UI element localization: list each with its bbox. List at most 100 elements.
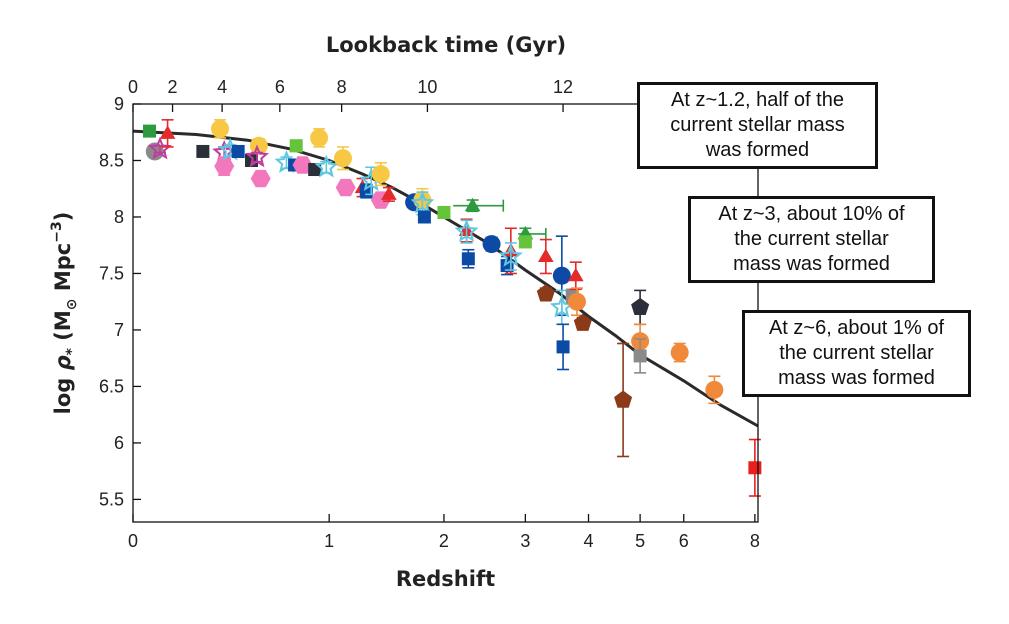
square-marker [142,124,156,138]
annotation-half-mass: At z~1.2, half of the current stellar ma… [637,82,878,169]
y-tick-label: 6.5 [99,376,124,396]
annotation-line: current stellar mass [670,114,845,136]
x-tick-label: 1 [324,531,334,551]
top-axis-title: Lookback time (Gyr) [326,33,566,57]
circle-marker [310,128,329,147]
data-point [556,323,570,371]
triangle-marker [381,186,397,200]
hexagon-marker [292,156,313,174]
annotation-line: the current stellar [779,342,934,364]
hexagon-marker [335,178,356,197]
pentagon-marker [573,313,592,331]
square-marker [556,340,570,354]
data-point [314,154,339,178]
hexagon-marker [214,157,235,175]
x-tick-label: 4 [584,531,594,551]
triangle-marker [538,248,554,262]
data-point [518,235,532,249]
top-tick-label: 8 [337,77,347,97]
pentagon-marker [631,297,650,315]
data-point [333,146,352,171]
data-point [631,289,650,326]
annotation-line: mass was formed [778,367,935,389]
circle-marker [333,149,352,168]
data-point [159,119,176,148]
square-marker [518,235,532,249]
circle-marker [670,343,689,362]
data-point [614,342,633,458]
annotation-one-percent: At z~6, about 1% of the current stellar … [742,310,971,397]
circle-marker [567,292,586,311]
star-marker [244,144,269,168]
data-point [292,156,313,174]
top-tick-label: 0 [128,77,138,97]
data-point [250,169,271,188]
pentagon-marker [536,284,555,302]
data-point [244,144,269,168]
data-point [573,313,592,331]
top-tick-label: 4 [217,77,227,97]
triangle-marker [568,267,584,282]
annotation-line: At z~6, about 1% of [768,317,945,339]
data-point [214,156,235,176]
data-point [371,161,390,187]
data-point [633,338,647,374]
x-tick-label: 3 [520,531,530,551]
data-point [568,261,584,291]
y-tick-label: 8.5 [99,150,124,170]
y-tick-label: 8 [114,207,124,227]
square-marker [417,210,431,224]
circle-marker [211,119,230,138]
data-point [381,186,397,202]
square-marker [437,205,451,219]
circle-marker [552,266,571,285]
annotation-line: At z~1.2, half of the [671,89,844,111]
y-axis-title: log ρ* (M⊙ Mpc−3) [49,212,80,415]
top-tick-label: 12 [553,77,573,97]
triangle-marker [464,197,481,212]
x-tick-label: 2 [439,531,449,551]
y-tick-label: 5.5 [99,489,124,509]
square-marker [289,139,303,153]
data-point [536,284,555,302]
square-marker [461,252,475,266]
square-marker [748,461,762,475]
triangle-marker [159,125,176,139]
annotation-line: was formed [705,139,810,161]
top-tick-label: 10 [417,77,437,97]
data-point [437,205,451,219]
data-point [289,139,303,153]
top-tick-label: 2 [168,77,178,97]
data-point [335,178,356,197]
y-tick-label: 6 [114,433,124,453]
annotation-line: At z~3, about 10% of [718,203,905,225]
x-tick-label: 6 [679,531,689,551]
data-point [748,438,762,497]
star-marker [410,190,435,214]
data-point [196,144,210,158]
data-point [461,248,475,269]
y-tick-label: 7 [114,320,124,340]
x-tick-label: 8 [750,531,760,551]
data-point [417,210,431,224]
annotation-line: the current stellar [734,228,889,250]
circle-marker [371,165,390,184]
circle-marker [249,136,268,155]
data-point [211,119,230,139]
data-point [705,375,724,405]
data-point [670,342,689,363]
data-point [454,219,479,244]
y-tick-label: 9 [114,94,124,114]
square-marker [231,144,245,158]
square-marker [196,144,210,158]
square-marker [633,349,647,363]
x-tick-label: 0 [128,531,138,551]
annotation-line: mass was formed [733,253,890,275]
x-axis-title: Redshift [396,567,495,591]
data-point [482,235,501,254]
circle-marker [482,235,501,254]
star-marker [498,243,523,267]
top-tick-label: 6 [275,77,285,97]
hexagon-marker [250,169,271,188]
